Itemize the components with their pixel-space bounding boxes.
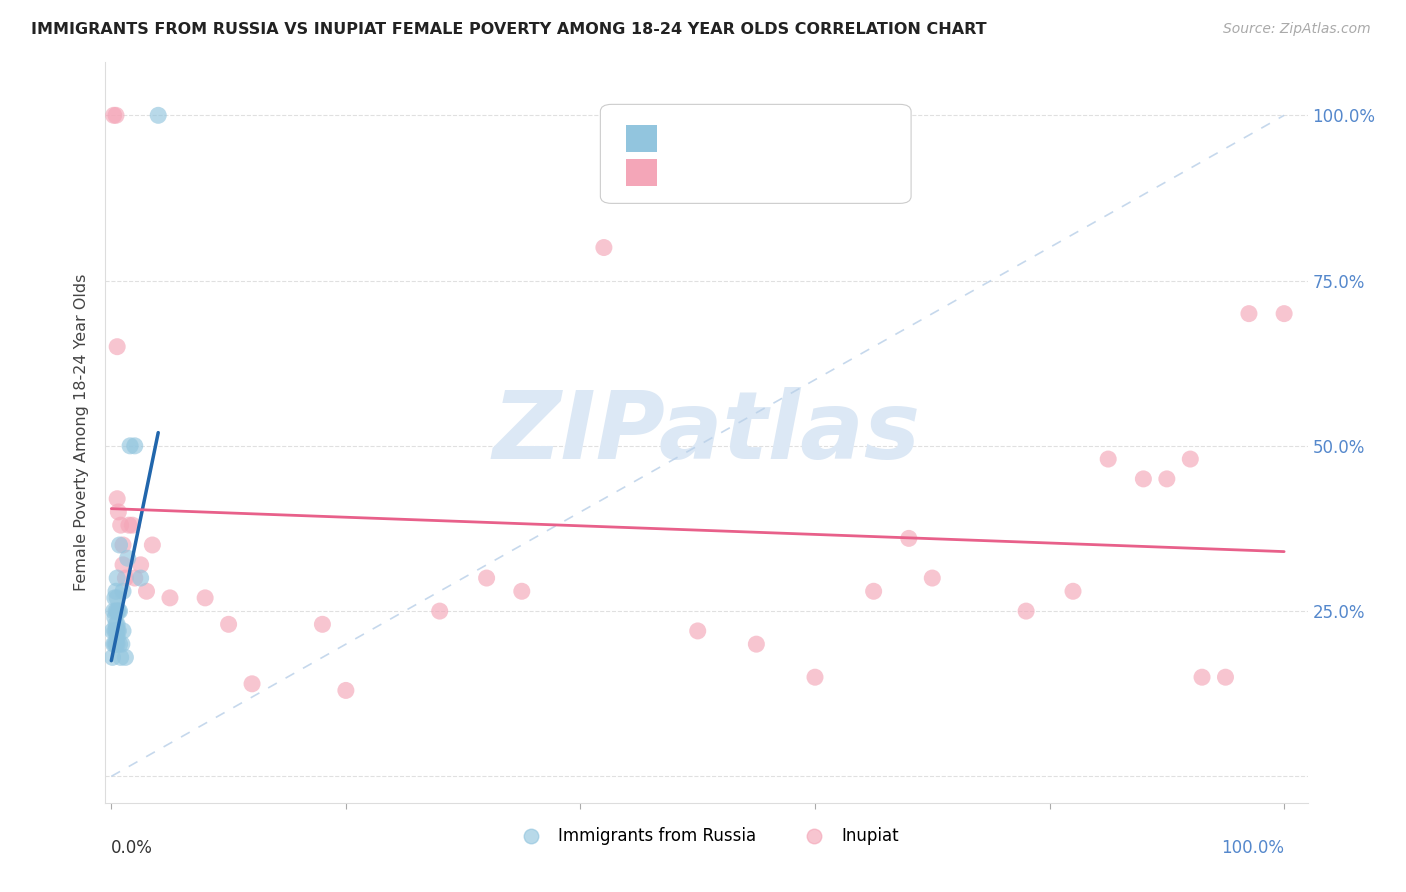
Point [104, 591, 127, 605]
Point [745, 637, 768, 651]
Text: Source: ZipAtlas.com: Source: ZipAtlas.com [1223, 22, 1371, 37]
Point [105, 624, 128, 638]
Text: 0.0%: 0.0% [111, 839, 153, 857]
Point [105, 637, 128, 651]
Point [124, 571, 146, 585]
Point [110, 650, 132, 665]
Point [112, 558, 135, 572]
Point [897, 532, 920, 546]
Text: ZIPatlas: ZIPatlas [492, 386, 921, 479]
Point [593, 240, 616, 255]
Point [240, 677, 263, 691]
Point [105, 637, 128, 651]
Point [1015, 604, 1038, 618]
Point [105, 617, 128, 632]
Text: N =: N = [766, 163, 803, 178]
Point [111, 637, 134, 651]
Point [104, 624, 127, 638]
Point [107, 505, 129, 519]
Point [510, 584, 533, 599]
Point [124, 439, 146, 453]
Point [104, 611, 127, 625]
Point [110, 518, 132, 533]
Point [218, 617, 240, 632]
Point [1097, 452, 1119, 467]
Point [104, 637, 127, 651]
Point [1237, 307, 1260, 321]
Point [121, 518, 143, 533]
Text: 0.322: 0.322 [707, 128, 761, 145]
Point [118, 518, 141, 533]
Text: IMMIGRANTS FROM RUSSIA VS INUPIAT FEMALE POVERTY AMONG 18-24 YEAR OLDS CORRELATI: IMMIGRANTS FROM RUSSIA VS INUPIAT FEMALE… [31, 22, 987, 37]
Point [105, 604, 128, 618]
Point [112, 538, 135, 552]
Point [105, 571, 128, 585]
Point [114, 571, 136, 585]
Point [159, 591, 181, 605]
Point [804, 670, 827, 684]
Point [129, 558, 152, 572]
Point [475, 571, 498, 585]
Point [114, 650, 136, 665]
Point [1191, 670, 1213, 684]
Point [120, 439, 142, 453]
Point [194, 591, 217, 605]
Text: N =: N = [766, 129, 803, 144]
Point [103, 637, 125, 651]
Point [686, 624, 709, 638]
Point [921, 571, 943, 585]
Point [105, 108, 128, 122]
Legend: Immigrants from Russia, Inupiat: Immigrants from Russia, Inupiat [515, 827, 898, 845]
Point [107, 624, 129, 638]
Text: R =: R = [665, 129, 700, 144]
Point [1272, 307, 1295, 321]
Point [108, 604, 131, 618]
Point [141, 538, 163, 552]
Point [862, 584, 884, 599]
Point [105, 591, 128, 605]
Point [105, 340, 128, 354]
Point [335, 683, 357, 698]
Point [112, 624, 135, 638]
Point [1132, 472, 1154, 486]
Point [105, 584, 128, 599]
Point [105, 604, 128, 618]
Point [105, 624, 128, 638]
Text: R =: R = [665, 163, 700, 178]
Point [105, 631, 128, 645]
Point [105, 491, 128, 506]
Point [105, 617, 128, 632]
Point [1215, 670, 1237, 684]
Point [1156, 472, 1178, 486]
Point [108, 538, 131, 552]
Point [103, 108, 125, 122]
Text: -0.107: -0.107 [707, 161, 766, 179]
Point [311, 617, 333, 632]
Point [101, 650, 124, 665]
Point [1180, 452, 1202, 467]
Point [108, 637, 131, 651]
Text: 41: 41 [806, 161, 828, 179]
Point [1062, 584, 1084, 599]
Y-axis label: Female Poverty Among 18-24 Year Olds: Female Poverty Among 18-24 Year Olds [75, 274, 90, 591]
Point [103, 604, 125, 618]
Point [135, 584, 157, 599]
Point [117, 551, 139, 566]
Point [112, 584, 135, 599]
Point [129, 571, 152, 585]
Point [429, 604, 451, 618]
Text: 35: 35 [806, 128, 828, 145]
Point [107, 604, 129, 618]
Text: 100.0%: 100.0% [1222, 839, 1284, 857]
Point [101, 624, 124, 638]
Point [148, 108, 170, 122]
